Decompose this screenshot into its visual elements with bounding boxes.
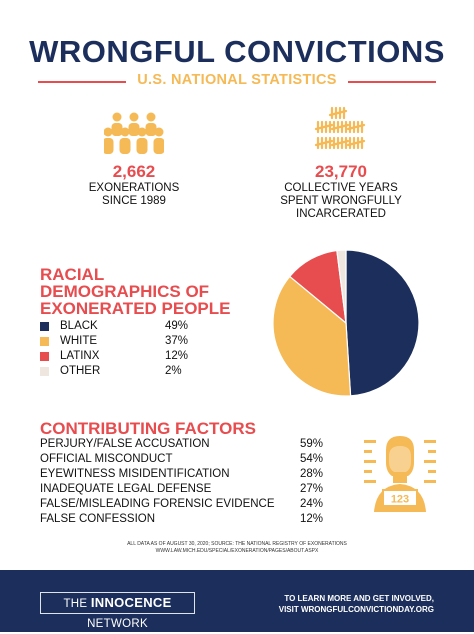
demographics-title-line-2: DEMOGRAPHICS OF xyxy=(40,282,210,301)
legend-swatch-white xyxy=(40,337,49,346)
demographics-pie-chart xyxy=(272,249,420,397)
factor-value: 24% xyxy=(300,498,324,510)
legend-label-latinx: LATINX xyxy=(60,350,100,362)
mugshot-plate xyxy=(382,489,418,507)
exonerations-label-line-2: SINCE 1989 xyxy=(102,195,166,207)
footer: THE INNOCENCE NETWORK TO LEARN MORE AND … xyxy=(0,570,474,632)
legend-item-other: OTHER 2% xyxy=(40,365,200,379)
pie-slice-other xyxy=(336,249,347,324)
page-title: WRONGFUL CONVICTIONS xyxy=(29,34,445,69)
exonerations-label-line-1: EXONERATIONS xyxy=(88,182,180,194)
years-label: COLLECTIVE YEARS SPENT WRONGFULLY INCARC… xyxy=(266,182,416,221)
subtitle-row: U.S. NATIONAL STATISTICS xyxy=(38,72,436,92)
legend-swatch-black xyxy=(40,322,49,331)
legend-item-black: BLACK 49% xyxy=(40,320,200,334)
legend-label-other: OTHER xyxy=(60,365,101,377)
logo-text-the: THE xyxy=(63,598,88,610)
legend-label-white: WHITE xyxy=(60,335,98,347)
demographics-title-line-1: RACIAL xyxy=(40,265,105,284)
demographics-title-line-3: EXONERATED PEOPLE xyxy=(40,299,231,318)
factor-value: 12% xyxy=(300,513,324,525)
factor-row: FALSE CONFESSION 12% xyxy=(40,513,330,528)
years-label-line-3: INCARCERATED xyxy=(296,208,386,220)
crowd-figures xyxy=(104,112,164,154)
years-label-line-1: COLLECTIVE YEARS xyxy=(284,182,398,194)
cta-line-1: TO LEARN MORE AND GET INVOLVED, xyxy=(284,594,434,603)
factor-value: 28% xyxy=(300,468,324,480)
years-label-line-2: SPENT WRONGFULLY xyxy=(280,195,402,207)
factor-label: FALSE CONFESSION xyxy=(40,513,156,525)
exonerations-number: 2,662 xyxy=(112,162,156,181)
years-number: 23,770 xyxy=(315,162,367,181)
mugshot-icon: 123 xyxy=(364,436,436,512)
demographics-title: RACIAL DEMOGRAPHICS OF EXONERATED PEOPLE xyxy=(40,266,260,317)
subtitle-rule-right xyxy=(348,81,436,83)
factor-value: 27% xyxy=(300,483,324,495)
legend-value-other: 2% xyxy=(165,365,182,377)
factor-value: 54% xyxy=(300,453,324,465)
legend-swatch-other xyxy=(40,367,49,376)
innocence-network-logo[interactable]: THE INNOCENCE NETWORK xyxy=(40,592,195,630)
legend-value-latinx: 12% xyxy=(165,350,189,362)
exonerations-label: EXONERATIONS SINCE 1989 xyxy=(70,182,198,208)
cta-link[interactable]: VISIT WRONGFULCONVICTIONDAY.ORG xyxy=(278,605,434,614)
tally-marks-icon xyxy=(314,106,366,150)
logo-text-network: NETWORK xyxy=(87,618,148,630)
factor-label: FALSE/MISLEADING FORENSIC EVIDENCE xyxy=(40,498,275,510)
factor-value: 59% xyxy=(300,438,324,450)
factors-title: CONTRIBUTING FACTORS xyxy=(40,419,256,438)
legend-value-black: 49% xyxy=(165,320,189,332)
factor-label: PERJURY/FALSE ACCUSATION xyxy=(40,438,210,450)
pie-slice-white xyxy=(272,275,352,397)
factor-label: EYEWITNESS MISIDENTIFICATION xyxy=(40,468,230,480)
legend-label-black: BLACK xyxy=(60,320,98,332)
legend-item-white: WHITE 37% xyxy=(40,335,200,349)
factor-row: EYEWITNESS MISIDENTIFICATION 28% xyxy=(40,468,330,483)
logo-text-innocence: INNOCENCE xyxy=(90,595,172,610)
subtitle-rule-left xyxy=(38,81,126,83)
legend-value-white: 37% xyxy=(165,335,189,347)
factor-row: INADEQUATE LEGAL DEFENSE 27% xyxy=(40,483,330,498)
crowd-icon xyxy=(104,112,164,154)
factor-row: PERJURY/FALSE ACCUSATION 59% xyxy=(40,438,330,453)
factor-label: OFFICIAL MISCONDUCT xyxy=(40,453,173,465)
source-note: ALL DATA AS OF AUGUST 30, 2020; SOURCE: … xyxy=(0,541,474,555)
factor-row: OFFICIAL MISCONDUCT 54% xyxy=(40,453,330,468)
footer-cta[interactable]: TO LEARN MORE AND GET INVOLVED, VISIT WR… xyxy=(279,593,434,615)
legend-item-latinx: LATINX 12% xyxy=(40,350,200,364)
source-line-1: ALL DATA AS OF AUGUST 30, 2020; SOURCE: … xyxy=(127,541,347,547)
mugshot-plate-number: 123 xyxy=(391,494,409,506)
source-url: WWW.LAW.MICH.EDU/SPECIAL/EXONERATION/PAG… xyxy=(155,548,319,554)
legend-swatch-latinx xyxy=(40,352,49,361)
page-subtitle: U.S. NATIONAL STATISTICS xyxy=(137,72,337,88)
factor-row: FALSE/MISLEADING FORENSIC EVIDENCE 24% xyxy=(40,498,330,513)
factor-label: INADEQUATE LEGAL DEFENSE xyxy=(40,483,212,495)
pie-slice-black xyxy=(345,249,420,397)
